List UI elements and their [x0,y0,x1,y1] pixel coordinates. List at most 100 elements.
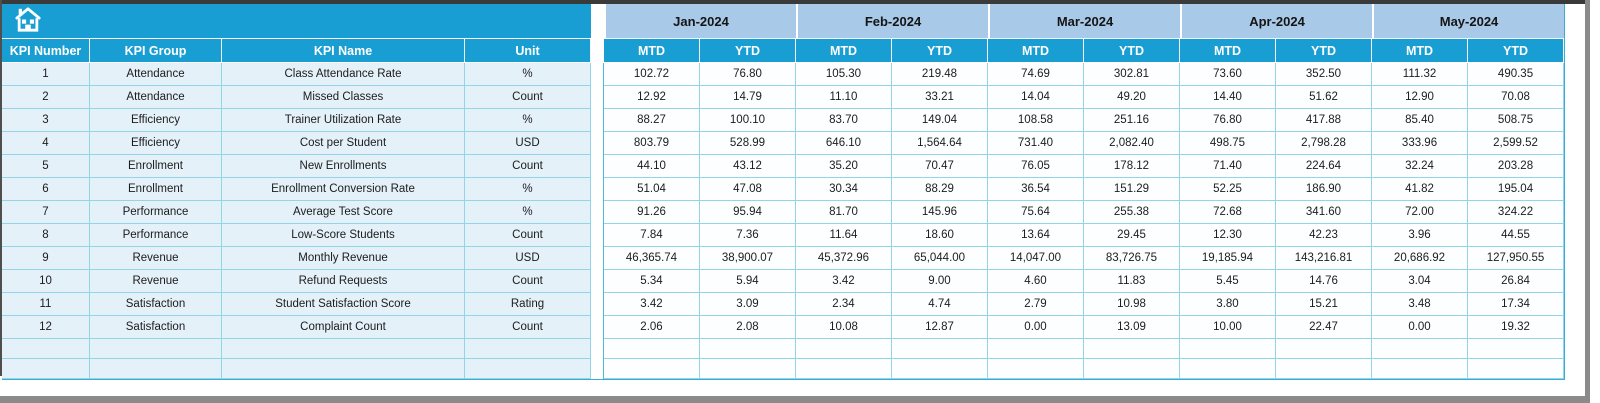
kpi-number-cell[interactable]: 1 [2,63,90,86]
value-cell[interactable]: 3.04 [1372,270,1469,293]
value-cell[interactable]: 2.06 [604,316,700,339]
empty-cell[interactable] [2,359,90,379]
value-cell[interactable]: 7.84 [604,224,700,247]
value-cell[interactable]: 2,599.52 [1468,132,1565,155]
value-cell[interactable]: 65,044.00 [892,247,988,270]
column-header-kpi-number[interactable]: KPI Number [2,39,90,63]
subheader-ytd[interactable]: YTD [1084,39,1180,63]
value-cell[interactable]: 51.04 [604,178,700,201]
value-cell[interactable]: 498.75 [1180,132,1276,155]
kpi-group-cell[interactable]: Revenue [90,247,222,270]
value-cell[interactable]: 46,365.74 [604,247,700,270]
value-cell[interactable]: 41.82 [1372,178,1469,201]
empty-cell[interactable] [465,359,591,379]
value-cell[interactable]: 2.34 [796,293,892,316]
kpi-number-cell[interactable]: 2 [2,86,90,109]
value-cell[interactable]: 13.09 [1084,316,1180,339]
unit-cell[interactable]: % [465,63,591,86]
value-cell[interactable]: 143,216.81 [1276,247,1373,270]
value-cell[interactable]: 803.79 [604,132,700,155]
kpi-name-cell[interactable]: Trainer Utilization Rate [222,109,465,132]
kpi-group-cell[interactable]: Efficiency [90,132,222,155]
value-cell[interactable]: 7.36 [700,224,796,247]
value-cell[interactable]: 3.80 [1180,293,1276,316]
value-cell[interactable]: 19.32 [1468,316,1565,339]
value-cell[interactable]: 11.64 [796,224,892,247]
value-cell[interactable]: 36.54 [988,178,1084,201]
empty-cell[interactable] [90,339,222,359]
value-cell[interactable]: 13.64 [988,224,1084,247]
value-cell[interactable]: 3.96 [1372,224,1469,247]
empty-cell[interactable] [700,339,796,359]
value-cell[interactable]: 219.48 [892,63,988,86]
subheader-ytd[interactable]: YTD [1468,39,1565,63]
value-cell[interactable]: 44.10 [604,155,700,178]
value-cell[interactable]: 14.04 [988,86,1084,109]
value-cell[interactable]: 5.45 [1180,270,1276,293]
value-cell[interactable]: 20,686.92 [1372,247,1469,270]
value-cell[interactable]: 352.50 [1276,63,1373,86]
value-cell[interactable]: 302.81 [1084,63,1180,86]
empty-cell[interactable] [1468,339,1565,359]
kpi-name-cell[interactable]: Low-Score Students [222,224,465,247]
empty-cell[interactable] [796,339,892,359]
value-cell[interactable]: 35.20 [796,155,892,178]
value-cell[interactable]: 88.27 [604,109,700,132]
empty-cell[interactable] [90,359,222,379]
value-cell[interactable]: 42.23 [1276,224,1373,247]
kpi-group-cell[interactable]: Satisfaction [90,316,222,339]
kpi-name-cell[interactable]: Monthly Revenue [222,247,465,270]
kpi-group-cell[interactable]: Revenue [90,270,222,293]
empty-cell[interactable] [222,339,465,359]
month-header-may-2024[interactable]: May-2024 [1372,4,1565,39]
empty-cell[interactable] [1180,359,1276,379]
value-cell[interactable]: 70.47 [892,155,988,178]
value-cell[interactable]: 85.40 [1372,109,1469,132]
value-cell[interactable]: 45,372.96 [796,247,892,270]
value-cell[interactable]: 3.42 [604,293,700,316]
value-cell[interactable]: 91.26 [604,201,700,224]
kpi-name-cell[interactable]: Complaint Count [222,316,465,339]
value-cell[interactable]: 44.55 [1468,224,1565,247]
kpi-number-cell[interactable]: 3 [2,109,90,132]
value-cell[interactable]: 178.12 [1084,155,1180,178]
value-cell[interactable]: 105.30 [796,63,892,86]
value-cell[interactable]: 100.10 [700,109,796,132]
value-cell[interactable]: 10.08 [796,316,892,339]
empty-cell[interactable] [604,359,700,379]
value-cell[interactable]: 76.80 [700,63,796,86]
value-cell[interactable]: 9.00 [892,270,988,293]
unit-cell[interactable]: Count [465,86,591,109]
value-cell[interactable]: 83.70 [796,109,892,132]
empty-cell[interactable] [1372,339,1469,359]
empty-cell[interactable] [1084,359,1180,379]
value-cell[interactable]: 29.45 [1084,224,1180,247]
subheader-mtd[interactable]: MTD [1180,39,1276,63]
value-cell[interactable]: 341.60 [1276,201,1373,224]
value-cell[interactable]: 1,564.64 [892,132,988,155]
value-cell[interactable]: 0.00 [988,316,1084,339]
value-cell[interactable]: 2.08 [700,316,796,339]
value-cell[interactable]: 26.84 [1468,270,1565,293]
value-cell[interactable]: 490.35 [1468,63,1565,86]
kpi-number-cell[interactable]: 6 [2,178,90,201]
value-cell[interactable]: 30.34 [796,178,892,201]
value-cell[interactable]: 4.74 [892,293,988,316]
value-cell[interactable]: 2,082.40 [1084,132,1180,155]
value-cell[interactable]: 70.08 [1468,86,1565,109]
unit-cell[interactable]: Count [465,155,591,178]
value-cell[interactable]: 2.79 [988,293,1084,316]
value-cell[interactable]: 12.30 [1180,224,1276,247]
home-icon[interactable] [13,6,43,33]
value-cell[interactable]: 324.22 [1468,201,1565,224]
value-cell[interactable]: 4.60 [988,270,1084,293]
value-cell[interactable]: 95.94 [700,201,796,224]
value-cell[interactable]: 111.32 [1372,63,1469,86]
unit-cell[interactable]: % [465,178,591,201]
kpi-number-cell[interactable]: 4 [2,132,90,155]
empty-cell[interactable] [988,359,1084,379]
empty-cell[interactable] [700,359,796,379]
value-cell[interactable]: 47.08 [700,178,796,201]
value-cell[interactable]: 19,185.94 [1180,247,1276,270]
value-cell[interactable]: 10.00 [1180,316,1276,339]
